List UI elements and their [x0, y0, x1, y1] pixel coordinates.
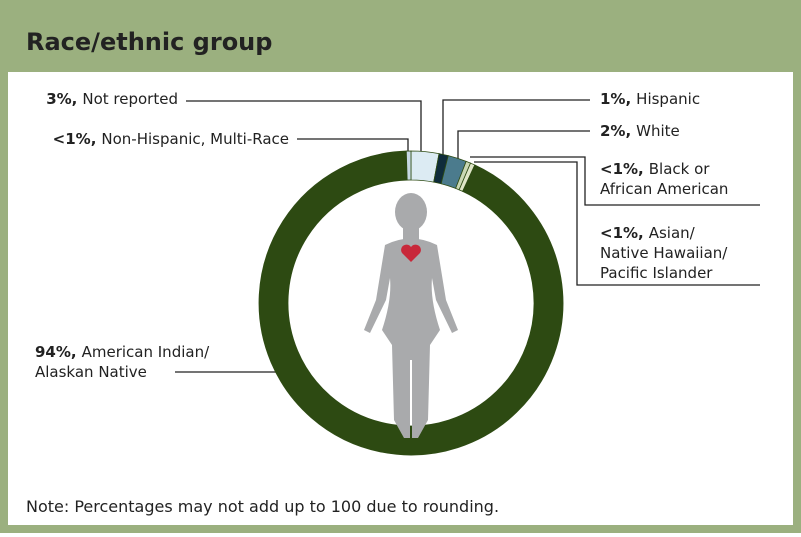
heart [401, 244, 421, 262]
value-label: 1%, [600, 90, 631, 108]
donut-slice [258, 150, 564, 456]
category-label: Native Hawaiian/ [600, 244, 728, 262]
slice-group [258, 150, 564, 456]
data-label: 2%, White [600, 122, 680, 140]
data-label: 3%, Not reported [46, 90, 178, 108]
category-label: African American [600, 180, 728, 198]
category-label: Pacific Islander [600, 264, 713, 282]
value-label: 94%, [35, 343, 77, 361]
category-label: Not reported [82, 90, 178, 108]
category-label: American Indian/ [82, 343, 210, 361]
value-label: <1%, [600, 160, 644, 178]
category-label: Non-Hispanic, Multi-Race [101, 130, 289, 148]
data-label: <1%, Non-Hispanic, Multi-Race [53, 130, 289, 148]
leader-lines [175, 99, 760, 373]
value-label: 3%, [46, 90, 77, 108]
category-label: White [636, 122, 680, 140]
category-label: Black or [649, 160, 711, 178]
data-label: 94%, American Indian/Alaskan Native [35, 343, 210, 381]
value-label: 2%, [600, 122, 631, 140]
note: Note: Percentages may not add up to 100 … [26, 497, 499, 516]
category-label: Asian/ [649, 224, 696, 242]
donut-slice [405, 150, 412, 181]
category-label: Hispanic [636, 90, 700, 108]
data-label: 1%, Hispanic [600, 90, 700, 108]
slice-group [405, 150, 412, 181]
chart-title: Race/ethnic group [26, 28, 272, 56]
value-label: <1%, [53, 130, 97, 148]
data-label: <1%, Black or African American [600, 160, 728, 198]
value-label: <1%, [600, 224, 644, 242]
category-label: Alaskan Native [35, 363, 147, 381]
data-label: <1%, Asian/Native Hawaiian/Pacific Island… [600, 224, 728, 282]
figure [364, 193, 458, 438]
